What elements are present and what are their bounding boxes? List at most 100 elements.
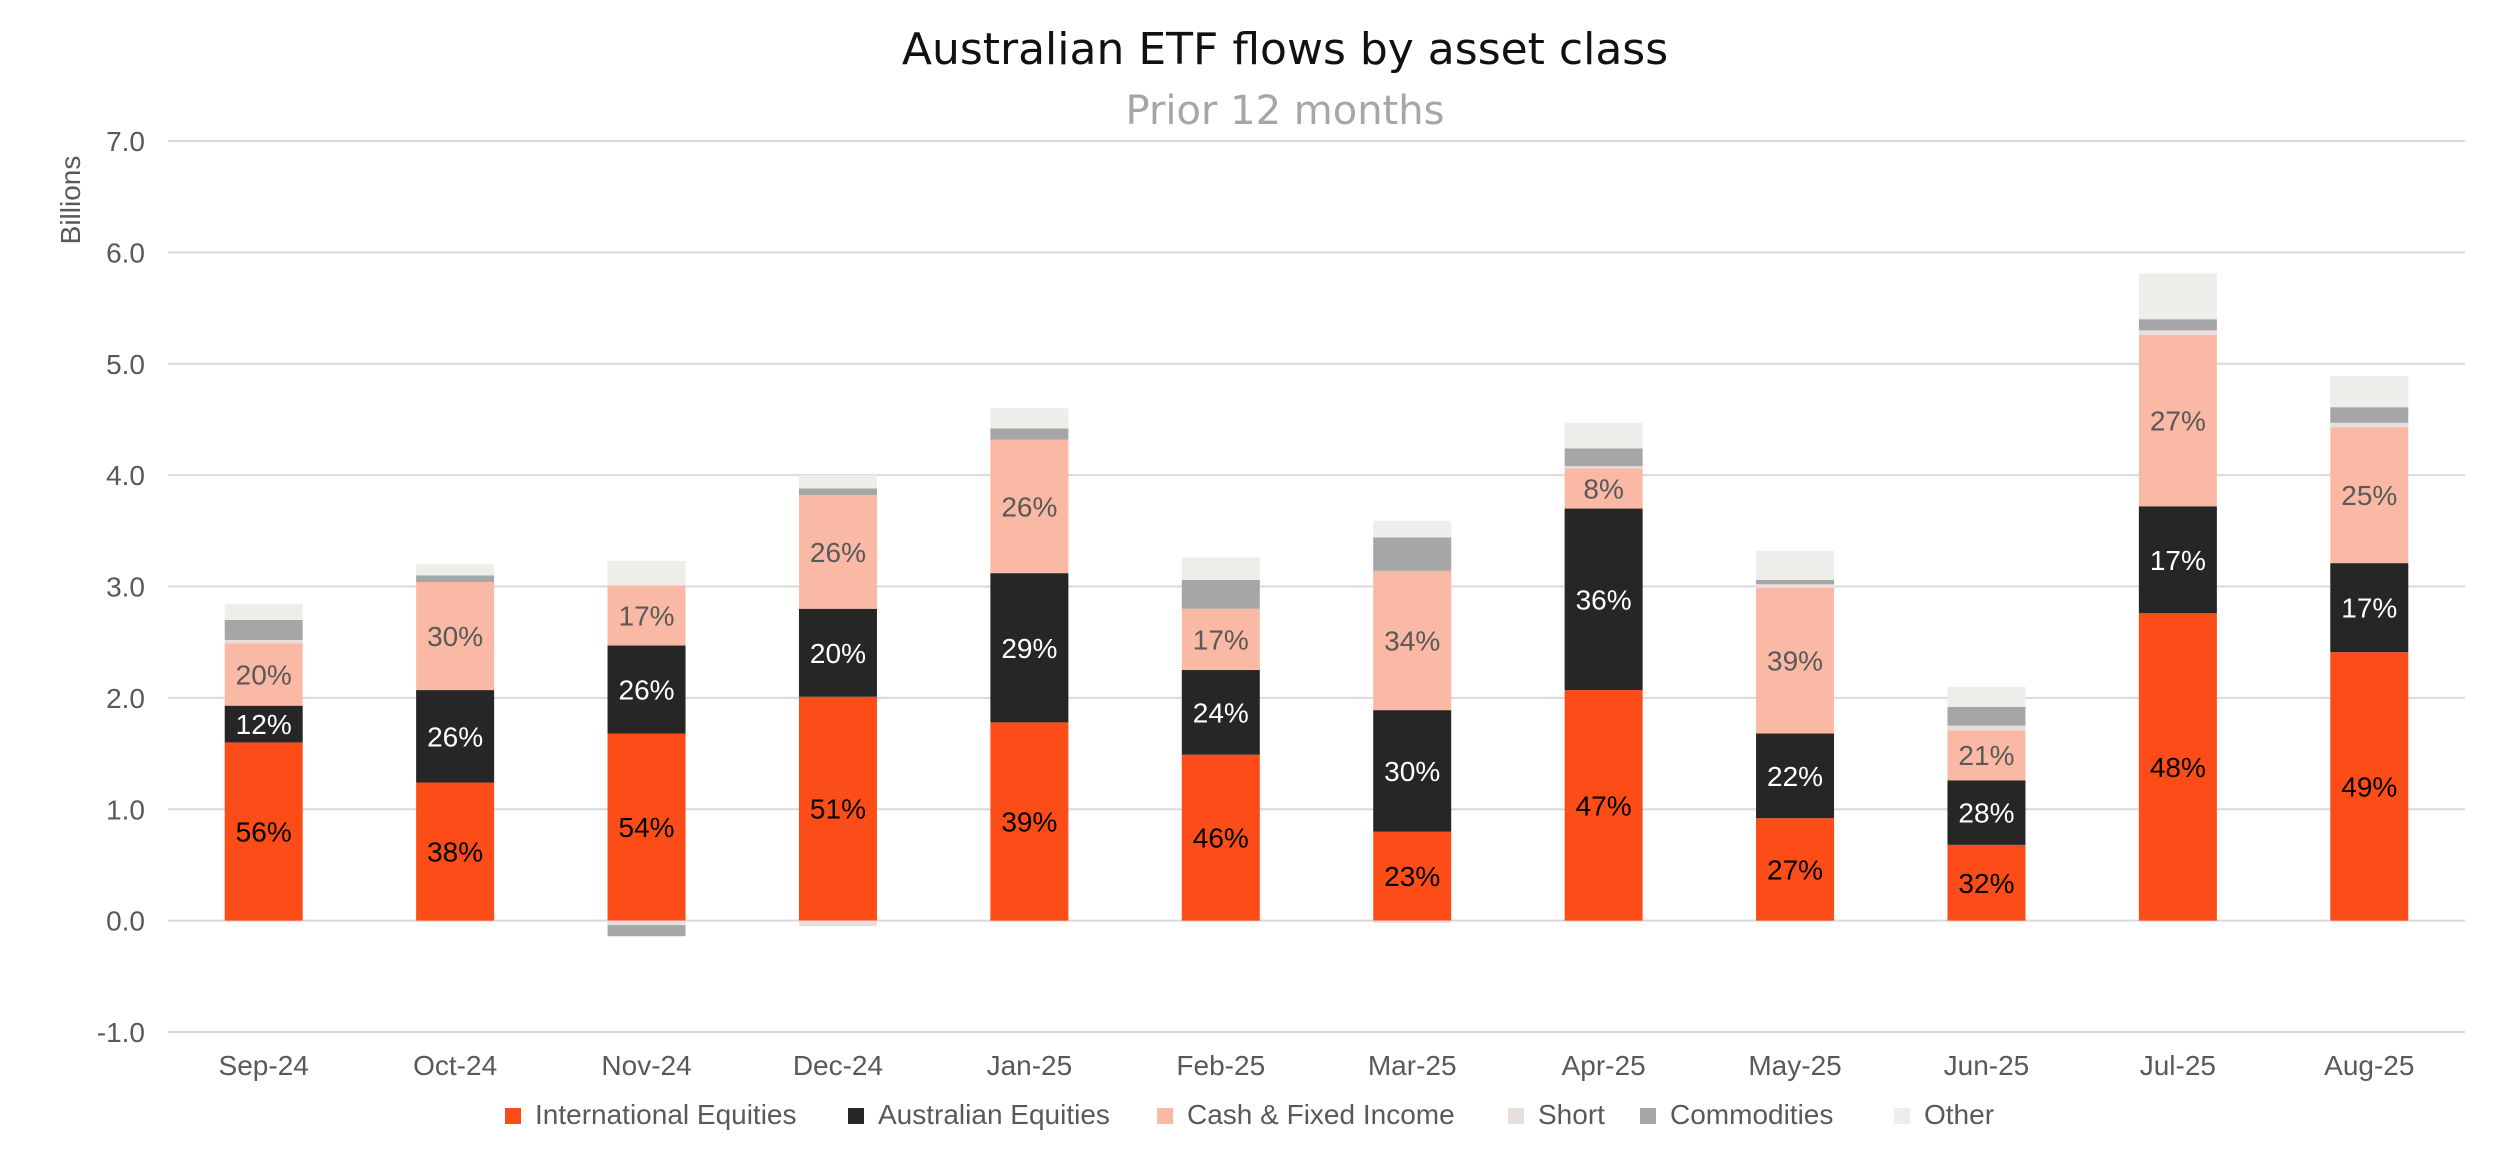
bar-other — [416, 564, 495, 576]
data-label: 30% — [427, 621, 483, 652]
legend-label: International Equities — [535, 1099, 797, 1130]
data-label: 23% — [1384, 861, 1440, 892]
bar-cash-and-fixed-income — [1373, 570, 1452, 711]
x-tick-label: Jul-25 — [2140, 1050, 2216, 1081]
bar-international-equities — [798, 696, 877, 921]
gridlines — [168, 140, 2465, 1033]
data-label: 46% — [1193, 823, 1249, 854]
data-label: 39% — [1767, 646, 1823, 677]
y-tick-label: 5.0 — [106, 349, 145, 380]
bar-short — [2330, 422, 2409, 428]
bar-australian-equities — [1373, 710, 1452, 832]
y-tick-label: 6.0 — [106, 237, 145, 268]
bar-international-equities — [1947, 844, 2026, 921]
bar-australian-equities — [798, 608, 877, 697]
data-label: 29% — [1001, 633, 1057, 664]
bar-cash-and-fixed-income — [416, 582, 495, 691]
x-tick-label: Oct-24 — [413, 1050, 497, 1081]
bar-other — [990, 408, 1069, 429]
bar-australian-equities — [1756, 733, 1835, 819]
bar-cash-and-fixed-income — [607, 585, 686, 646]
x-tick-label: May-25 — [1748, 1050, 1841, 1081]
bar-cash-and-fixed-income — [1181, 608, 1260, 671]
bar-australian-equities — [1947, 780, 2026, 845]
data-label: 20% — [810, 638, 866, 669]
y-tick-label: 7.0 — [106, 126, 145, 157]
y-tick-label: 4.0 — [106, 460, 145, 491]
bar-commodities — [2330, 407, 2409, 423]
y-tick-label: 3.0 — [106, 572, 145, 603]
bar-other — [1756, 550, 1835, 580]
legend-swatch — [1640, 1108, 1656, 1124]
bar-other — [1947, 686, 2026, 707]
x-tick-label: Nov-24 — [601, 1050, 691, 1081]
bar-australian-equities — [2330, 563, 2409, 653]
data-label: 51% — [810, 794, 866, 825]
data-label: 12% — [236, 709, 292, 740]
bar-other — [607, 560, 686, 586]
bar-stack-jul-25: 48% 17% 27% — [2138, 273, 2217, 921]
data-label: 27% — [1767, 854, 1823, 885]
y-axis-ticks: 7.0 6.0 5.0 4.0 3.0 2.0 1.0 0.0 -1.0 — [97, 126, 145, 1048]
data-label: 24% — [1193, 697, 1249, 728]
data-label: 26% — [427, 721, 483, 752]
data-label: 26% — [1001, 491, 1057, 522]
bar-commodities — [1373, 537, 1452, 571]
bar-international-equities — [224, 742, 303, 921]
bar-other — [1373, 520, 1452, 538]
data-label: 20% — [236, 659, 292, 690]
data-label: 34% — [1384, 626, 1440, 657]
legend-item-other: Other — [1894, 1099, 1994, 1130]
data-label: 27% — [2150, 406, 2206, 437]
bar-australian-equities — [1564, 508, 1643, 691]
chart-title: Australian ETF flows by asset class — [901, 24, 1669, 75]
legend-item-international-equities: International Equities — [505, 1099, 797, 1130]
y-tick-label: 2.0 — [106, 683, 145, 714]
bar-stack-mar-25: 23% 30% 34% — [1373, 520, 1452, 923]
data-label: 25% — [2341, 480, 2397, 511]
bar-international-equities — [1756, 818, 1835, 921]
bar-cash-and-fixed-income — [990, 439, 1069, 574]
bar-other — [2330, 376, 2409, 408]
bar-commodities — [990, 428, 1069, 440]
bar-commodities — [416, 575, 495, 583]
legend-item-commodities: Commodities — [1640, 1099, 1833, 1130]
bar-international-equities — [2330, 652, 2409, 921]
bar-commodities — [798, 488, 877, 496]
x-tick-label: Mar-25 — [1368, 1050, 1457, 1081]
bars: 56%12%20%38%26%30%54%26%17%51%20%26%39%2… — [224, 273, 2409, 937]
x-tick-label: Jun-25 — [1944, 1050, 2030, 1081]
bar-short — [1947, 725, 2026, 731]
legend-swatch — [1157, 1108, 1173, 1124]
x-tick-label: Feb-25 — [1176, 1050, 1265, 1081]
bar-cash-and-fixed-income — [2138, 334, 2217, 507]
data-label: 48% — [2150, 752, 2206, 783]
bar-commodities — [2138, 319, 2217, 331]
bar-stack-oct-24: 38% 26% 30% — [416, 564, 495, 921]
bar-commodities — [1181, 579, 1260, 609]
bar-commodities — [1947, 706, 2026, 726]
bar-short — [224, 639, 303, 644]
legend-label: Short — [1538, 1099, 1605, 1130]
bar-commodities — [224, 619, 303, 640]
y-tick-label: -1.0 — [97, 1017, 145, 1048]
data-label: 26% — [810, 537, 866, 568]
x-tick-label: Jan-25 — [987, 1050, 1073, 1081]
data-label: 17% — [1193, 624, 1249, 655]
bar-international-equities — [1564, 690, 1643, 921]
x-tick-label: Dec-24 — [793, 1050, 883, 1081]
data-label: 8% — [1583, 473, 1623, 504]
bar-international-equities — [607, 733, 686, 921]
bar-stack-nov-24: 54% 26% 17% — [607, 560, 686, 937]
bar-stack-dec-24: 51% 20% 26% — [798, 475, 877, 927]
data-label: 30% — [1384, 756, 1440, 787]
bar-stack-jan-25: 39% 29% 26% — [990, 408, 1069, 921]
bar-cash-and-fixed-income — [224, 643, 303, 706]
data-label: 56% — [236, 817, 292, 848]
legend-swatch — [1508, 1108, 1524, 1124]
data-label: 47% — [1576, 790, 1632, 821]
bar-international-equities — [1373, 831, 1452, 921]
bar-stack-aug-25: 49% 17% 25% — [2330, 376, 2409, 921]
legend-label: Australian Equities — [878, 1099, 1110, 1130]
